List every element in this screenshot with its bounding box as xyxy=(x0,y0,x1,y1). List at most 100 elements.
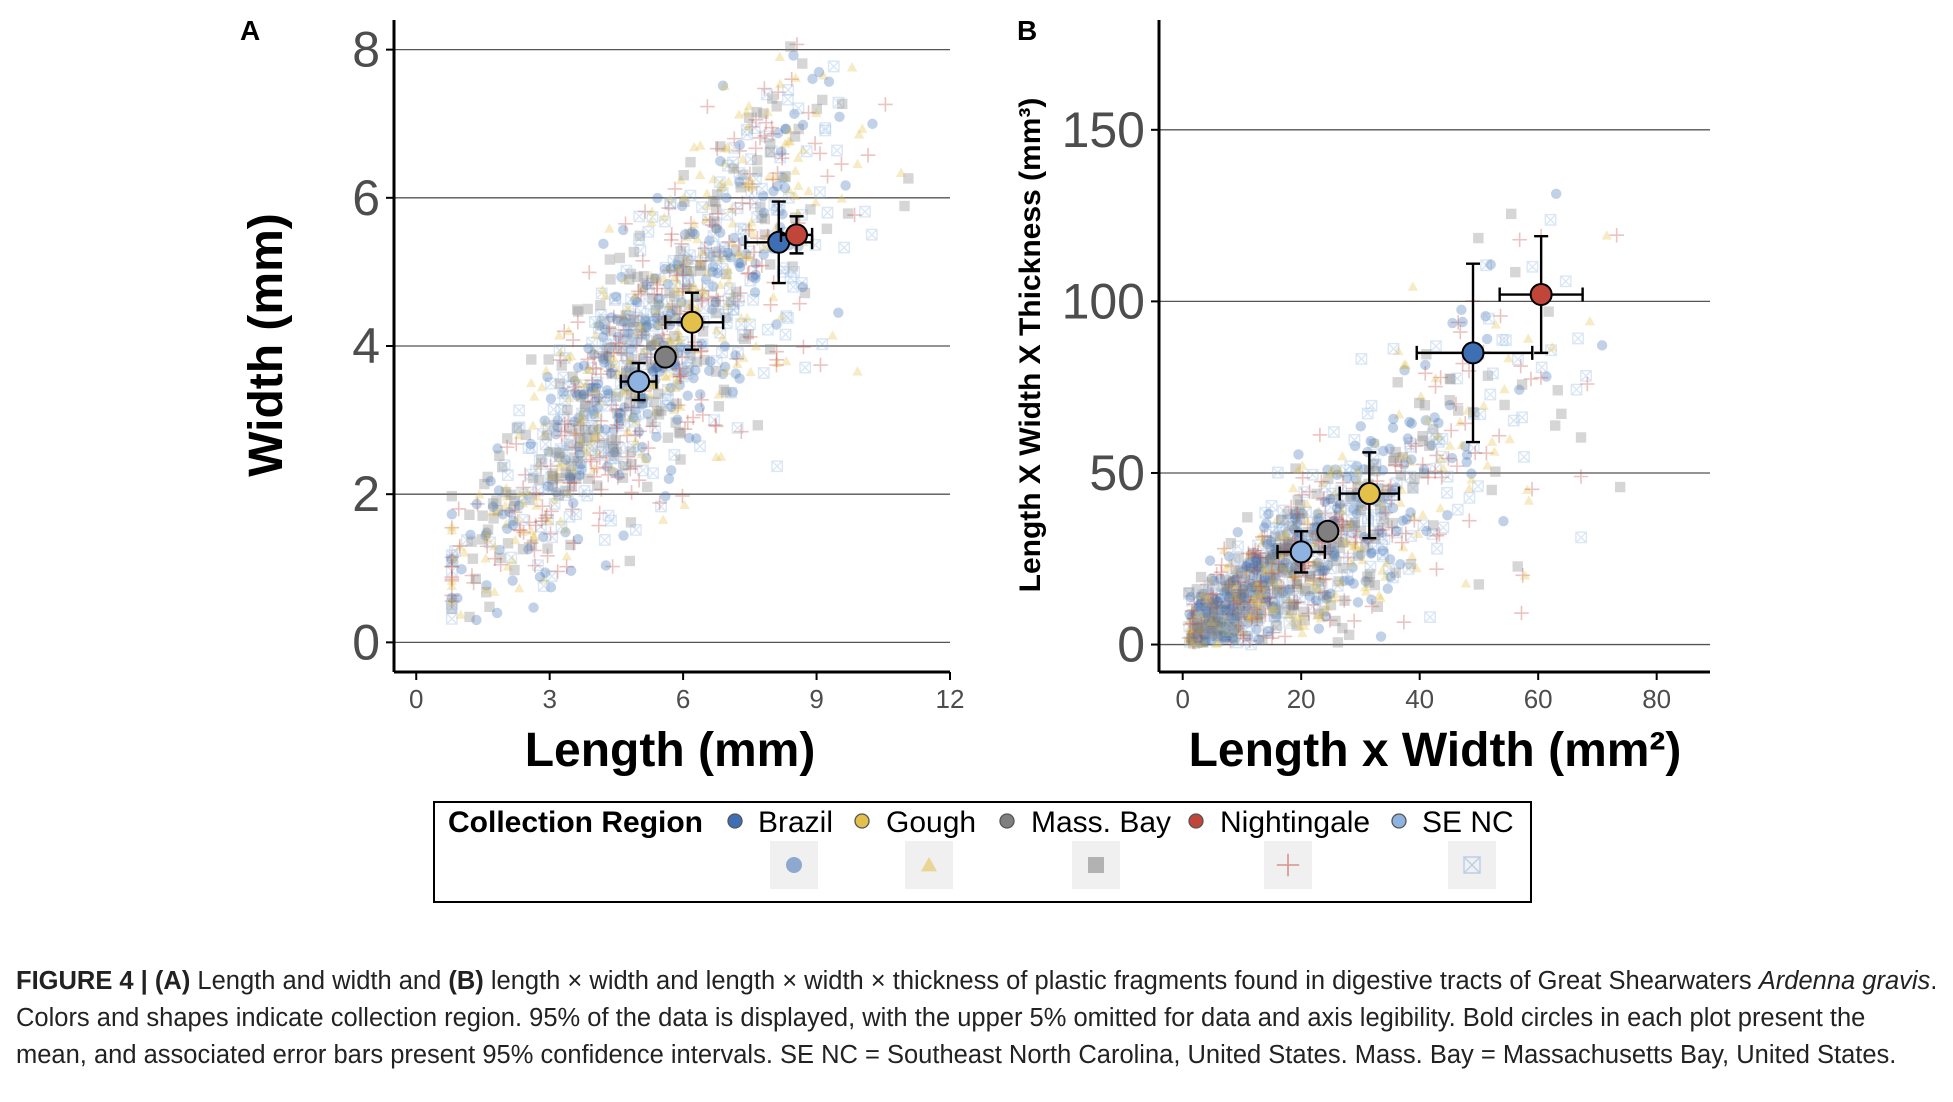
raw-point xyxy=(1473,232,1484,244)
raw-point xyxy=(564,471,576,482)
raw-point xyxy=(552,415,563,426)
raw-point xyxy=(555,403,568,416)
raw-point xyxy=(592,450,608,465)
raw-point xyxy=(560,467,571,478)
raw-point xyxy=(659,261,672,274)
raw-point xyxy=(1255,570,1267,582)
raw-point xyxy=(618,419,631,432)
raw-point xyxy=(680,414,696,430)
raw-point xyxy=(1512,232,1527,248)
raw-point xyxy=(637,204,653,219)
raw-point xyxy=(615,341,628,354)
raw-point xyxy=(1274,579,1289,594)
raw-point xyxy=(819,122,832,134)
raw-point xyxy=(624,555,636,567)
raw-point xyxy=(567,379,582,395)
raw-point xyxy=(807,73,818,85)
raw-point xyxy=(603,441,615,454)
raw-point xyxy=(1268,571,1279,582)
raw-point xyxy=(1273,531,1285,541)
raw-point xyxy=(765,138,776,149)
raw-point xyxy=(759,213,771,225)
raw-point xyxy=(743,112,755,123)
raw-point xyxy=(1252,584,1267,599)
raw-point xyxy=(1407,482,1418,494)
raw-point xyxy=(522,442,535,455)
raw-point xyxy=(636,448,647,459)
raw-point xyxy=(1187,612,1199,622)
raw-point xyxy=(471,614,482,626)
raw-point xyxy=(735,258,746,269)
raw-point xyxy=(614,252,626,264)
raw-point xyxy=(659,263,671,275)
raw-point xyxy=(622,425,633,436)
raw-point xyxy=(477,510,488,521)
raw-point xyxy=(692,233,703,244)
raw-point xyxy=(1346,517,1357,527)
raw-point xyxy=(1221,582,1234,595)
raw-point xyxy=(1346,524,1362,539)
raw-point xyxy=(571,304,583,315)
raw-point xyxy=(1512,561,1523,572)
raw-point xyxy=(528,518,544,533)
raw-point xyxy=(639,275,655,290)
raw-point xyxy=(701,290,716,306)
raw-point xyxy=(603,363,619,379)
raw-point xyxy=(1420,470,1436,485)
raw-point xyxy=(754,258,770,273)
raw-point xyxy=(702,266,713,277)
raw-point xyxy=(716,177,728,187)
raw-point xyxy=(1352,465,1363,475)
raw-point xyxy=(1220,596,1233,609)
raw-point xyxy=(639,348,652,360)
raw-point xyxy=(569,416,580,427)
raw-point xyxy=(1281,567,1292,578)
raw-point xyxy=(1521,484,1533,494)
raw-point xyxy=(1311,488,1322,500)
raw-point xyxy=(1219,605,1232,617)
raw-point xyxy=(1407,482,1419,495)
raw-point xyxy=(556,449,567,459)
raw-point xyxy=(1381,482,1396,498)
raw-point xyxy=(1220,618,1231,630)
mean-point xyxy=(627,370,651,394)
raw-point xyxy=(1367,438,1380,451)
raw-point xyxy=(1226,580,1238,590)
raw-point xyxy=(711,189,723,200)
raw-point xyxy=(1194,601,1205,613)
raw-point xyxy=(1238,600,1250,611)
raw-point xyxy=(1225,558,1236,569)
raw-point xyxy=(1276,562,1288,573)
raw-point xyxy=(681,254,692,265)
raw-point xyxy=(678,258,689,269)
raw-point xyxy=(713,176,726,189)
raw-point xyxy=(637,353,648,364)
raw-point xyxy=(534,513,549,529)
raw-point xyxy=(811,103,822,115)
raw-point xyxy=(1190,623,1201,634)
raw-point xyxy=(1343,525,1356,537)
raw-point xyxy=(1217,598,1232,613)
raw-point xyxy=(683,216,699,231)
raw-point xyxy=(1219,634,1231,646)
raw-point xyxy=(1484,388,1497,401)
raw-point xyxy=(1398,359,1410,370)
raw-point xyxy=(797,281,808,293)
raw-point xyxy=(1224,585,1240,600)
caption-figure-label: FIGURE 4 | xyxy=(16,967,148,995)
raw-point xyxy=(638,270,650,282)
raw-point xyxy=(744,222,755,232)
raw-point xyxy=(750,272,761,284)
raw-point xyxy=(1580,370,1592,382)
raw-point xyxy=(517,467,533,483)
raw-point xyxy=(1206,606,1218,618)
raw-point xyxy=(1217,622,1229,633)
raw-point xyxy=(502,433,513,444)
raw-point xyxy=(662,263,677,278)
raw-point xyxy=(1330,615,1341,627)
raw-point xyxy=(604,452,617,465)
mean-gough xyxy=(664,291,725,351)
raw-point xyxy=(632,408,645,420)
raw-point xyxy=(1318,480,1331,493)
raw-point xyxy=(650,305,663,317)
